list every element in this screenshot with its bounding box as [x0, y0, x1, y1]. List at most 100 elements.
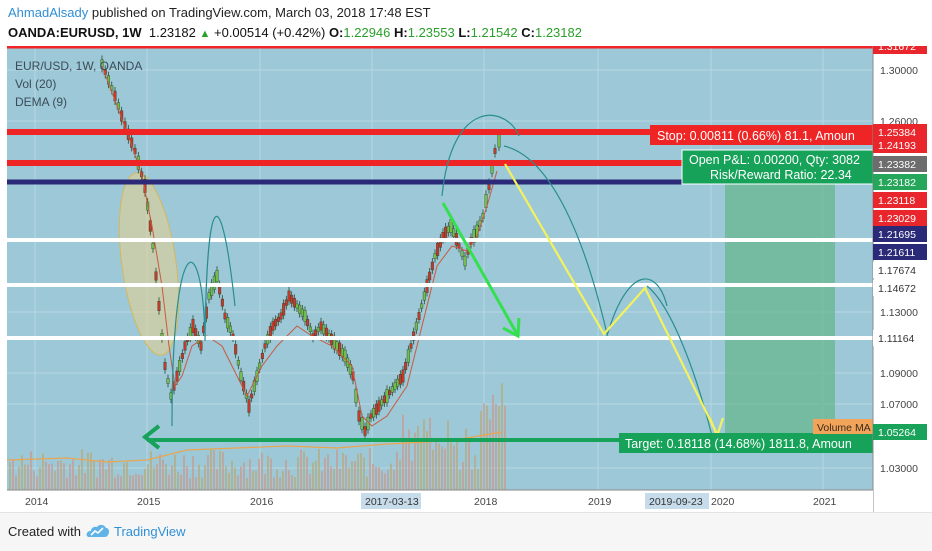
candle [163, 362, 167, 370]
volume-bar [192, 456, 194, 490]
volume-bar [204, 465, 206, 490]
volume-bar [18, 466, 20, 490]
volume-bar [240, 466, 242, 490]
volume-bar [498, 406, 500, 490]
price-badge-box [873, 244, 927, 260]
candle [303, 310, 307, 322]
close-value: 1.23182 [534, 25, 582, 40]
volume-bar [252, 470, 254, 490]
volume-bar [402, 414, 404, 490]
volume-bar [420, 441, 422, 490]
volume-bar [132, 475, 134, 490]
volume-bar [282, 471, 284, 490]
candle [420, 303, 424, 309]
volume-bar [207, 455, 209, 490]
volume-bar [348, 467, 350, 490]
volume-bar [177, 471, 179, 490]
symbol-info: OANDA:EURUSD, 1W 1.23182 ▲ +0.00514 (+0.… [8, 25, 582, 40]
volume-bar [384, 473, 386, 490]
publish-text: published on TradingView.com, March 03, … [91, 5, 431, 20]
volume-bar [201, 477, 203, 490]
candle [452, 228, 456, 237]
volume-bar [339, 468, 341, 490]
author-link[interactable]: AhmadAlsady [8, 5, 89, 20]
candle [322, 324, 326, 335]
candle [260, 352, 264, 360]
chart-canvas[interactable]: EUR/USD, 1W, OANDA Vol (20) DEMA (9) Sto… [7, 46, 927, 512]
candle [390, 386, 394, 393]
candle [409, 343, 413, 349]
volume-bar [189, 477, 191, 490]
volume-bar [501, 383, 503, 490]
volume-bar [468, 441, 470, 490]
volume-bar [78, 465, 80, 490]
volume-bar [24, 464, 26, 490]
candle [100, 59, 104, 69]
candle [406, 349, 410, 363]
price-badge-box [873, 424, 927, 440]
candle [215, 270, 219, 282]
volume-bar [273, 477, 275, 490]
volume-bar [123, 463, 125, 490]
volume-bar [27, 464, 29, 490]
time-label-2019: 2019 [588, 496, 612, 508]
time-label-2015: 2015 [137, 496, 161, 508]
volume-bar [315, 460, 317, 490]
price-label-3: 1.13000 [880, 307, 918, 319]
volume-bar [117, 474, 119, 490]
highlight-ellipse [118, 172, 180, 356]
volume-bar [393, 469, 395, 490]
volume-bar [435, 437, 437, 490]
candle [244, 393, 248, 399]
price-badge: 1.23382 [878, 159, 916, 171]
volume-bar [54, 470, 56, 490]
candle [236, 360, 240, 366]
candle [314, 329, 318, 336]
candle [398, 374, 402, 385]
volume-bar [336, 449, 338, 490]
candle [343, 349, 347, 363]
candle [417, 312, 421, 320]
volume-bar [405, 437, 407, 490]
candle [300, 308, 304, 317]
volume-bar [237, 475, 239, 490]
pnl-label-box[interactable] [681, 149, 874, 185]
volume-bar [414, 432, 416, 490]
volume-bar [279, 477, 281, 490]
volume-bar [321, 471, 323, 490]
volume-bar [150, 451, 152, 490]
candle [306, 319, 310, 327]
volume-bar [15, 475, 17, 490]
volume-bar [162, 459, 164, 490]
volume-bar [354, 461, 356, 490]
chart-area[interactable]: EUR/USD, 1W, OANDA Vol (20) DEMA (9) Sto… [7, 46, 927, 512]
price-badge-box [873, 174, 927, 190]
candle [422, 291, 426, 301]
volume-bar [345, 455, 347, 490]
target-label: Target: 0.18118 (14.68%) 1811.8, Amoun [625, 437, 852, 451]
time-label-2018: 2018 [474, 496, 498, 508]
tradingview-link[interactable]: TradingView [114, 524, 186, 539]
price-badge-box [873, 192, 927, 208]
volume-bar [483, 403, 485, 490]
price-badge: 1.11164 [878, 333, 915, 345]
target-label-box[interactable] [619, 433, 873, 453]
volume-bar [195, 477, 197, 490]
volume-bar [438, 443, 440, 490]
price-change: +0.00514 (+0.42%) [214, 25, 326, 40]
candle [335, 341, 339, 351]
volume-bar [330, 466, 332, 490]
volume-bar [186, 466, 188, 490]
candle [247, 399, 251, 413]
candle [393, 382, 397, 390]
volume-bar [198, 464, 200, 490]
candle [290, 295, 294, 304]
volume-bar [147, 464, 149, 490]
volume-bar [372, 463, 374, 490]
volume-bar [246, 477, 248, 490]
volume-bar [489, 419, 491, 490]
volume-bar [258, 458, 260, 490]
volume-bar [462, 461, 464, 490]
stop-label-box[interactable] [650, 125, 873, 145]
candle [380, 399, 384, 406]
